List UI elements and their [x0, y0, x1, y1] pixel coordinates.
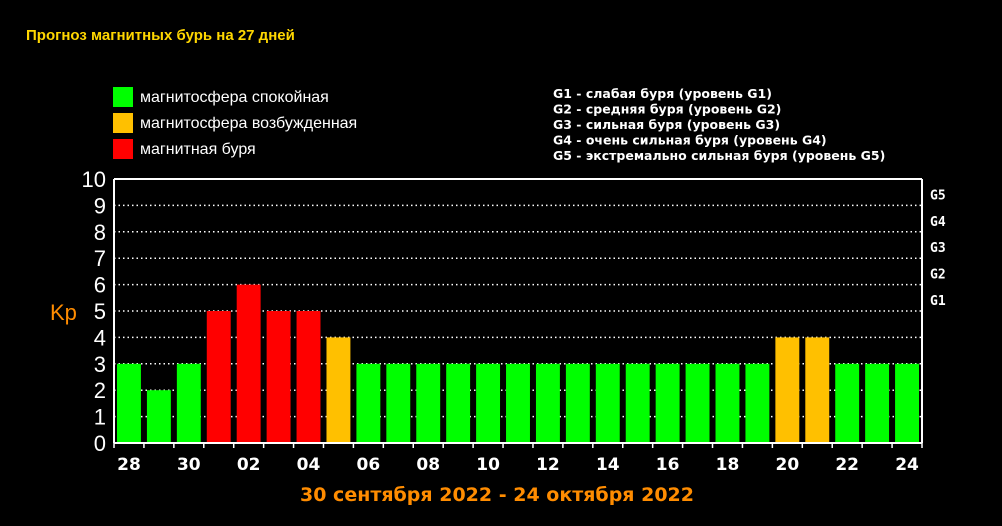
bar-05	[326, 337, 351, 443]
x-tick-label-18: 18	[716, 455, 740, 475]
bar-11	[506, 363, 530, 443]
g-level-legend-4: G4 - очень сильная буря (уровень G4)	[553, 133, 827, 148]
x-tick-label-12: 12	[536, 455, 560, 475]
bar-30	[176, 363, 201, 443]
bar-22	[835, 363, 860, 443]
bar-19	[745, 363, 770, 443]
bar-29	[146, 390, 171, 443]
right-axis-label-G2: G2	[930, 268, 946, 283]
y-tick-label-8: 8	[94, 220, 106, 245]
bar-09	[446, 363, 471, 443]
right-axis-label-G4: G4	[930, 215, 946, 230]
y-axis-label: Kp	[50, 300, 77, 325]
x-tick-label-22: 22	[835, 455, 859, 475]
bar-24	[895, 363, 919, 443]
x-tick-label-28: 28	[117, 455, 141, 475]
bar-17	[685, 363, 710, 443]
g-level-legend-2: G2 - средняя буря (уровень G2)	[553, 102, 781, 117]
bar-14	[595, 363, 620, 443]
bar-06	[356, 363, 381, 443]
legend-swatch-2	[113, 139, 133, 159]
page-title: Прогноз магнитных бурь на 27 дней	[26, 27, 295, 44]
y-tick-label-5: 5	[94, 299, 106, 324]
x-tick-label-10: 10	[476, 455, 500, 475]
bar-04	[296, 311, 321, 443]
legend-label-1: магнитосфера возбужденная	[140, 115, 357, 132]
x-tick-label-16: 16	[656, 455, 680, 475]
x-tick-label-20: 20	[775, 455, 799, 475]
y-tick-label-6: 6	[94, 273, 106, 298]
y-tick-label-1: 1	[94, 405, 106, 430]
axes	[113, 178, 923, 448]
bar-03	[266, 311, 291, 443]
date-range: 30 сентября 2022 - 24 октября 2022	[300, 484, 694, 506]
x-tick-label-06: 06	[357, 455, 381, 475]
right-axis-label-G1: G1	[930, 294, 946, 309]
y-tick-label-4: 4	[94, 325, 106, 350]
bar-21	[805, 337, 830, 443]
y-tick-label-0: 0	[94, 431, 106, 456]
right-axis-label-G3: G3	[930, 241, 946, 256]
g-level-legend-1: G1 - слабая буря (уровень G1)	[553, 86, 772, 101]
x-tick-label-04: 04	[297, 455, 321, 475]
bar-10	[476, 363, 501, 443]
y-tick-label-10: 10	[82, 167, 106, 192]
y-tick-label-7: 7	[94, 246, 106, 271]
g-level-legend-3: G3 - сильная буря (уровень G3)	[553, 117, 780, 132]
bar-16	[655, 363, 680, 443]
y-tick-label-2: 2	[94, 378, 106, 403]
bar-12	[535, 363, 560, 443]
right-axis-label-G5: G5	[930, 188, 946, 203]
legend-right: G1 - слабая буря (уровень G1)G2 - средня…	[553, 86, 885, 163]
legend-swatch-0	[113, 87, 133, 107]
bar-01	[206, 311, 231, 443]
y-tick-label-3: 3	[94, 352, 106, 377]
x-tick-label-02: 02	[237, 455, 261, 475]
bar-08	[416, 363, 441, 443]
bar-23	[865, 363, 890, 443]
g-level-legend-5: G5 - экстремально сильная буря (уровень …	[553, 148, 885, 163]
legend-left: магнитосфера спокойная магнитосфера возбу…	[113, 87, 357, 159]
legend-label-0: магнитосфера спокойная	[140, 89, 329, 106]
bar-13	[565, 363, 590, 443]
bar-20	[775, 337, 800, 443]
bar-18	[715, 363, 740, 443]
bar-02	[236, 284, 261, 443]
x-tick-label-30: 30	[177, 455, 201, 475]
bar-28	[117, 363, 141, 443]
x-tick-label-14: 14	[596, 455, 620, 475]
bar-15	[625, 363, 650, 443]
bars	[117, 284, 919, 443]
bar-07	[386, 363, 411, 443]
legend-swatch-1	[113, 113, 133, 133]
y-tick-label-9: 9	[94, 193, 106, 218]
legend-label-2: магнитная буря	[140, 141, 256, 158]
x-tick-label-24: 24	[895, 455, 919, 475]
x-tick-label-08: 08	[416, 455, 440, 475]
